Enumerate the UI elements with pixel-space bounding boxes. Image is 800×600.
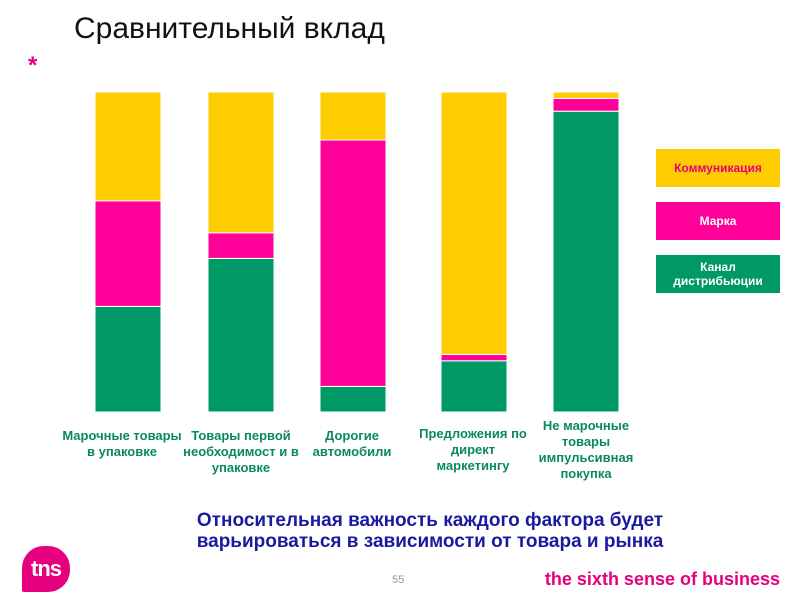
legend-channel: Канал дистрибьюции — [656, 255, 780, 293]
bar-segment — [440, 360, 508, 413]
category-label: Марочные товары в упаковке — [62, 428, 182, 459]
tagline: the sixth sense of business — [544, 569, 780, 589]
bar-segment — [94, 91, 162, 202]
bar-segment — [94, 200, 162, 307]
subtitle-line-2: варьироваться в зависимости от товара и … — [196, 531, 664, 552]
bar-segment — [552, 97, 620, 112]
bar-segment — [319, 385, 387, 413]
page-number: 55 — [392, 574, 405, 586]
category-label: Не марочные товары импульсивная покупка — [538, 418, 634, 481]
bar-segment — [440, 353, 508, 362]
bar-segment — [319, 91, 387, 141]
bar-segment — [207, 91, 275, 234]
subtitle-line-1: Относительная важность каждого фактора б… — [196, 510, 664, 531]
legend-brand: Марка — [656, 202, 780, 240]
subtitle: Относительная важность каждого фактора б… — [130, 510, 730, 552]
category-label: Предложения по директ маркетингу — [419, 426, 527, 473]
bar-segment — [319, 139, 387, 387]
category-label: Дорогие автомобили — [312, 428, 392, 459]
bar-segment — [552, 91, 620, 99]
bar-segment — [94, 305, 162, 413]
tns-logo: tns — [22, 546, 70, 592]
category-label: Товары первой необходимост и в упаковке — [183, 428, 299, 475]
bar-segment — [552, 110, 620, 413]
bar-segment — [207, 232, 275, 259]
bar-segment — [440, 91, 508, 355]
asterisk-mark: * — [28, 52, 38, 79]
slide-title: Сравнительный вклад — [74, 12, 385, 45]
bar-segment — [207, 257, 275, 413]
legend-communication: Коммуникация — [656, 149, 780, 187]
